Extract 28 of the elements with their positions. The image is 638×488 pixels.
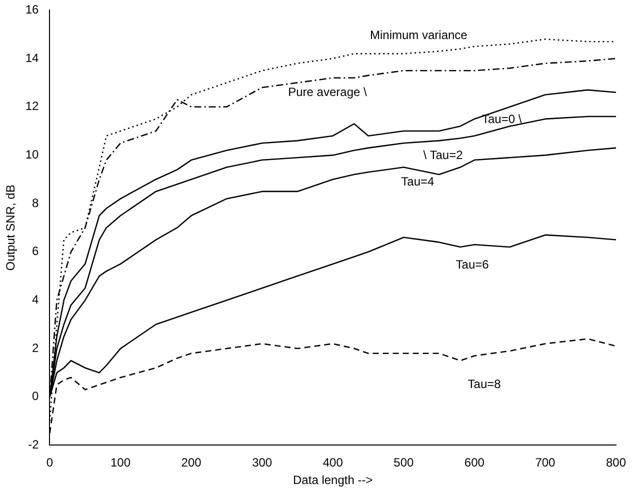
- x-tick-label: 100: [110, 456, 131, 470]
- series-label: Tau=8: [468, 376, 502, 391]
- x-tick-label: 400: [322, 456, 344, 470]
- y-tick-label: -2: [28, 438, 40, 452]
- series-label: Tau=4: [401, 174, 434, 189]
- x-tick-label: 0: [46, 456, 54, 470]
- x-axis-title: Data length -->: [293, 473, 373, 488]
- y-tick-label: 10: [25, 148, 40, 162]
- x-tick-label: 300: [252, 456, 272, 470]
- series-label: \ Tau=2: [423, 148, 464, 162]
- y-tick-label: 12: [25, 99, 40, 114]
- y-tick-label: 8: [32, 196, 40, 210]
- x-tick-label: 600: [464, 456, 485, 470]
- x-tick-label: 200: [181, 456, 202, 470]
- y-tick-label: 14: [25, 50, 40, 65]
- series-label: Tau=0 \: [482, 112, 522, 126]
- x-tick-label: 700: [535, 456, 556, 470]
- series-label: Minimum variance: [370, 28, 468, 42]
- y-tick-label: 4: [32, 292, 40, 307]
- y-tick-label: 2: [32, 340, 40, 355]
- y-tick-label: 0: [32, 389, 40, 404]
- series-label: Pure average \: [288, 85, 368, 100]
- series-label: Tau=6: [456, 257, 490, 272]
- y-tick-label: 6: [32, 244, 40, 258]
- x-tick-label: 500: [394, 456, 414, 470]
- y-tick-label: 16: [25, 2, 40, 17]
- x-tick-label: 800: [606, 456, 626, 470]
- y-axis-title: Output SNR, dB: [4, 184, 18, 271]
